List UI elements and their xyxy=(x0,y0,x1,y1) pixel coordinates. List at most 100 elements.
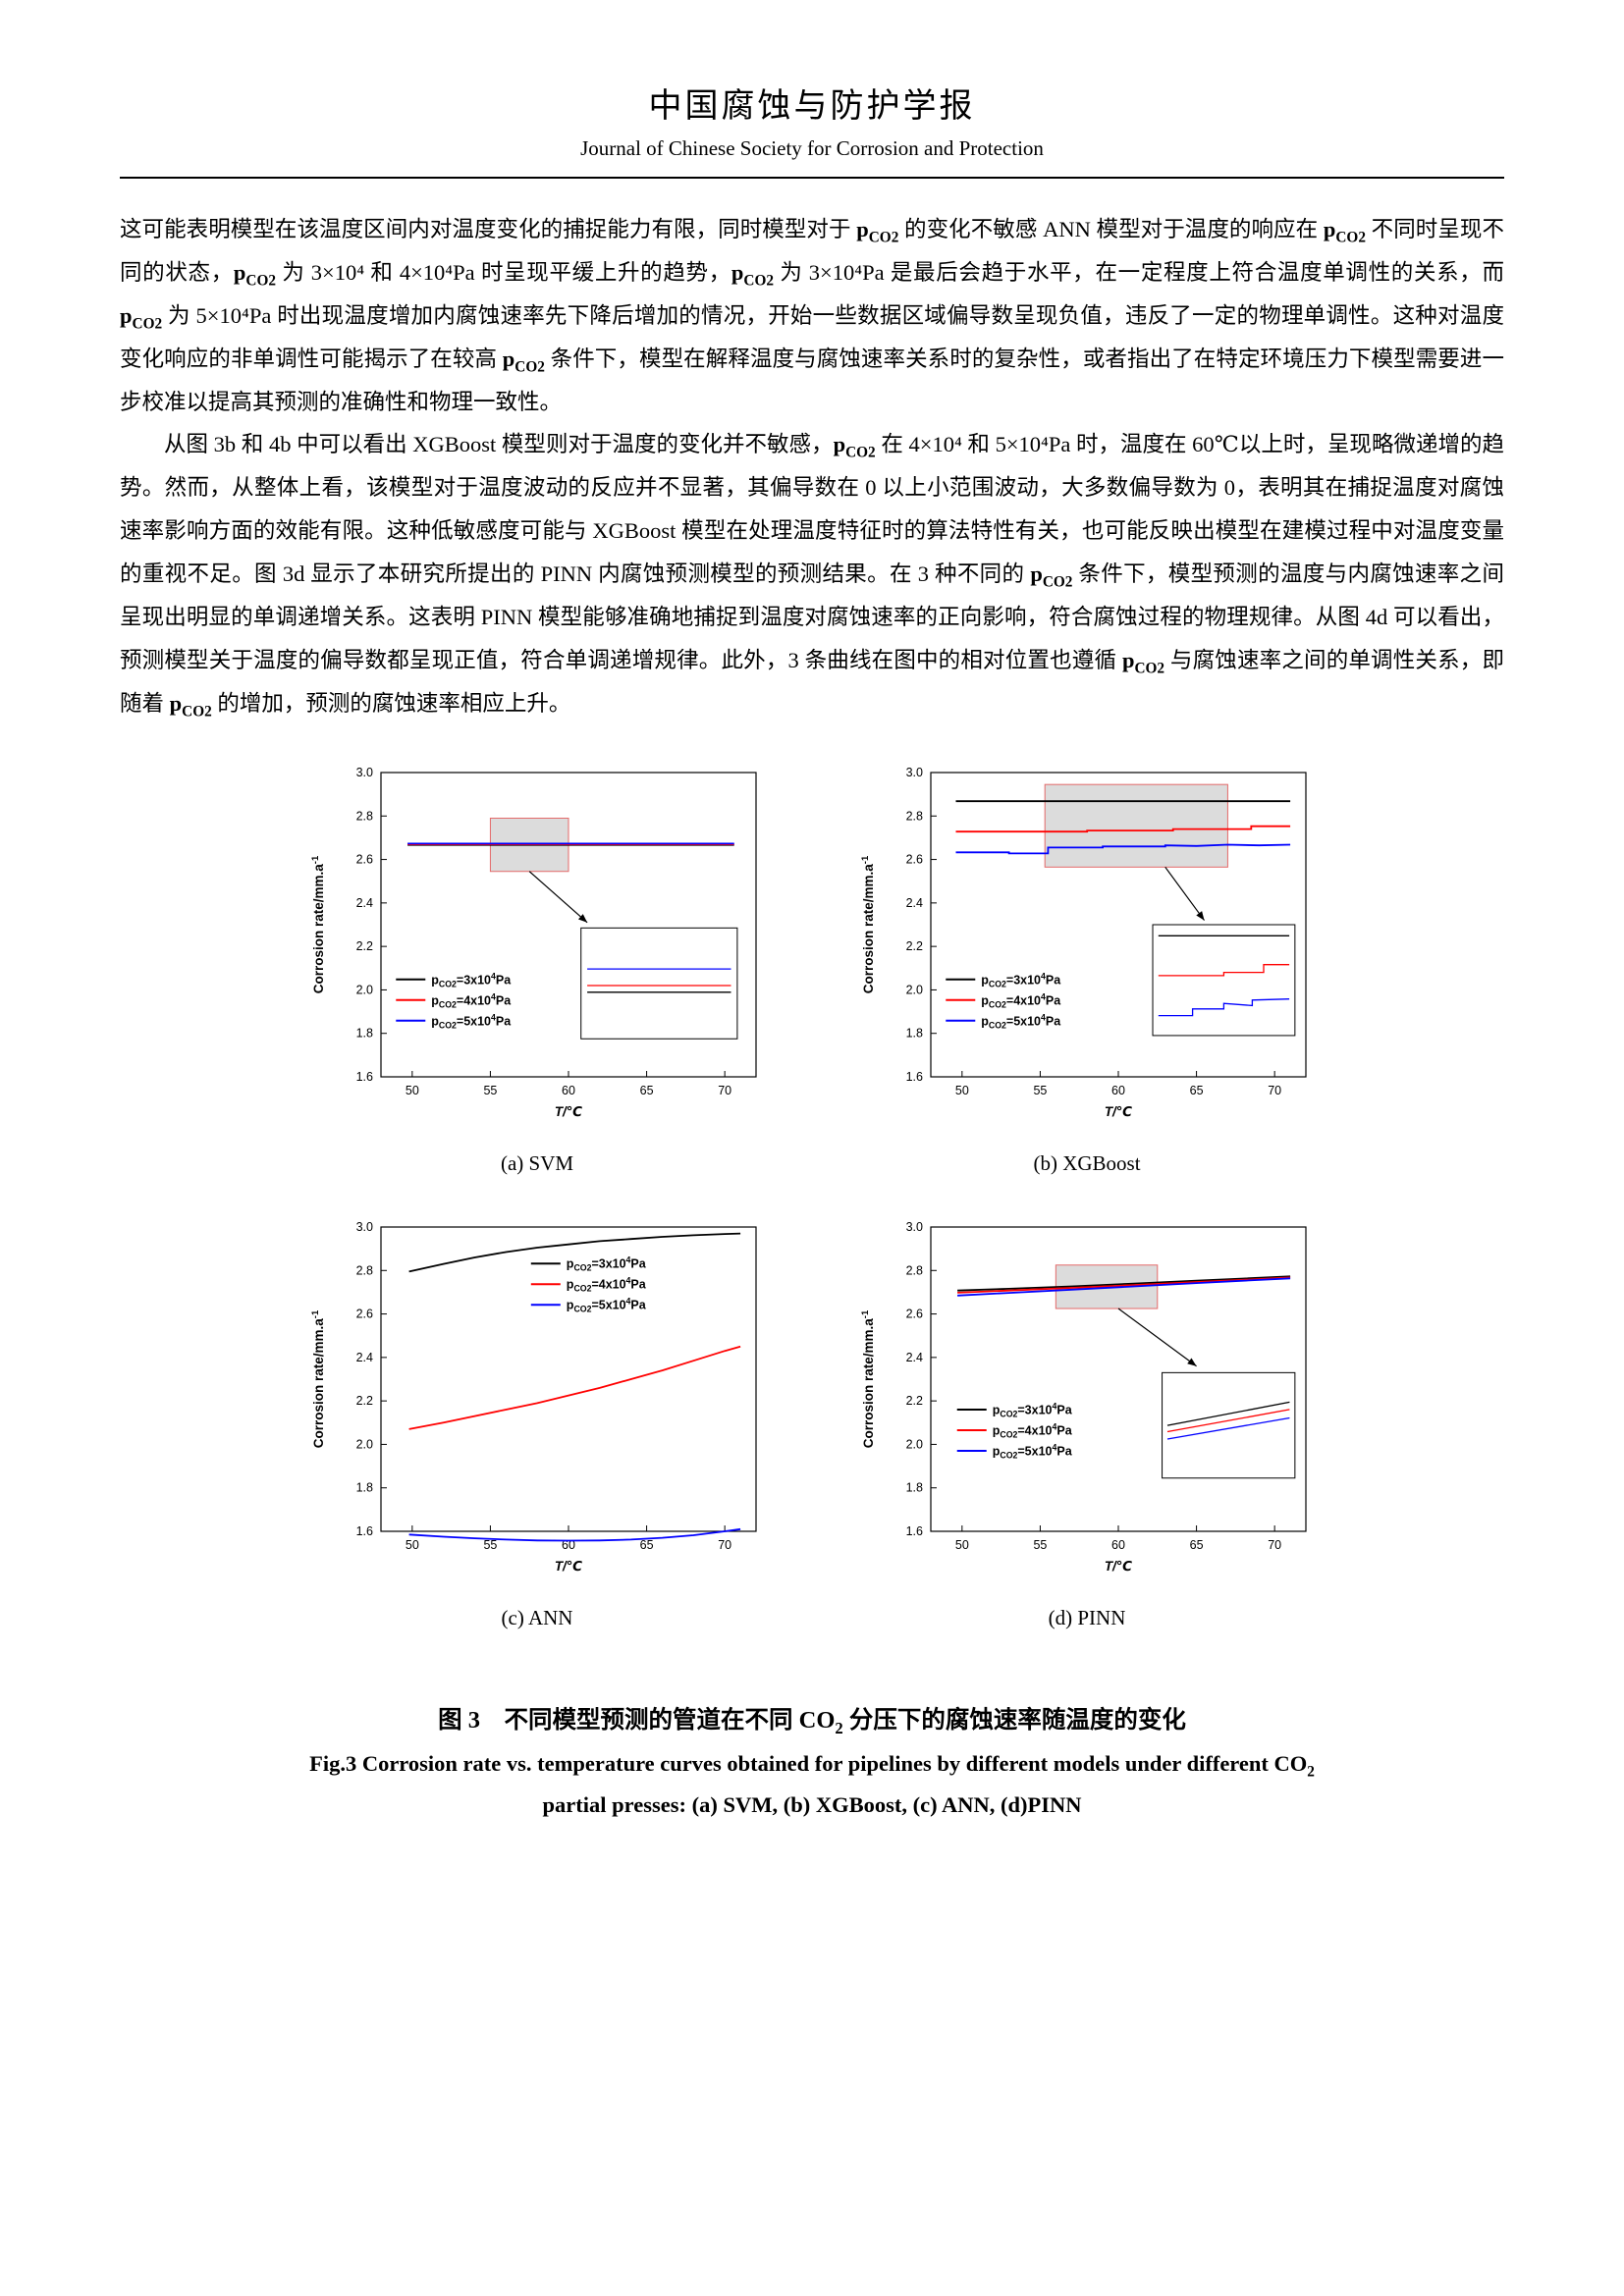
svg-text:60: 60 xyxy=(1111,1084,1125,1097)
svg-text:T/℃: T/℃ xyxy=(555,1559,583,1574)
svg-text:3.0: 3.0 xyxy=(906,766,923,779)
svg-text:55: 55 xyxy=(1033,1538,1047,1552)
svg-text:3.0: 3.0 xyxy=(356,1220,373,1234)
header-rule xyxy=(120,177,1504,179)
svg-text:pCO2=5x104Pa: pCO2=5x104Pa xyxy=(431,1012,512,1030)
figure-caption-zh: 图 3 不同模型预测的管道在不同 CO2 分压下的腐蚀速率随温度的变化 xyxy=(438,1706,1186,1737)
svg-text:1.6: 1.6 xyxy=(356,1524,373,1538)
svg-text:2.4: 2.4 xyxy=(906,895,923,909)
svg-text:pCO2=5x104Pa: pCO2=5x104Pa xyxy=(567,1296,647,1313)
chart-ann-caption: (c) ANN xyxy=(501,1605,573,1629)
svg-text:2.2: 2.2 xyxy=(356,1394,373,1408)
svg-text:1.8: 1.8 xyxy=(906,1026,923,1040)
svg-text:3.0: 3.0 xyxy=(356,766,373,779)
svg-text:pCO2=4x104Pa: pCO2=4x104Pa xyxy=(993,1421,1073,1439)
svg-text:70: 70 xyxy=(1268,1538,1281,1552)
paragraph-1: 这可能表明模型在该温度区间内对温度变化的捕捉能力有限，同时模型对于 pCO2 的… xyxy=(120,217,1504,414)
svg-text:2.6: 2.6 xyxy=(356,852,373,866)
svg-text:pCO2=3x104Pa: pCO2=3x104Pa xyxy=(567,1255,647,1272)
svg-text:55: 55 xyxy=(1033,1084,1047,1097)
chart-ann: 50 55 60 65 70 1.6 1.8 2.0 2.2 2.4 2.6 2.8 3.0 T/℃ Cor… xyxy=(306,1217,768,1580)
svg-text:1.8: 1.8 xyxy=(356,1026,373,1040)
svg-text:55: 55 xyxy=(483,1538,497,1552)
chart-pinn-caption: (d) PINN xyxy=(1048,1605,1126,1629)
chart-cell-ann: 50 55 60 65 70 1.6 1.8 2.0 2.2 2.4 2.6 2.8 3.0 T/℃ Cor… xyxy=(297,1217,778,1630)
svg-text:70: 70 xyxy=(1268,1084,1281,1097)
chart-pinn: 50 55 60 65 70 1.6 1.8 2.0 2.2 2.4 2.6 2.8 3.0 T/℃ Cor… xyxy=(856,1217,1318,1580)
svg-text:2.8: 2.8 xyxy=(906,1263,923,1277)
svg-text:2.2: 2.2 xyxy=(906,1394,923,1408)
svg-text:55: 55 xyxy=(483,1084,497,1097)
chart-xgboost: 50 55 60 65 70 1.6 1.8 2.0 2.2 2.4 2.6 2.8 3.0 T/℃ Cor… xyxy=(856,763,1318,1126)
svg-text:2.8: 2.8 xyxy=(906,809,923,823)
svg-text:T/℃: T/℃ xyxy=(1105,1559,1133,1574)
svg-text:2.4: 2.4 xyxy=(356,1350,373,1363)
svg-text:1.8: 1.8 xyxy=(906,1480,923,1494)
svg-text:2.8: 2.8 xyxy=(356,1263,373,1277)
chart-svm: 50 55 60 65 70 1.6 1.8 2.0 2.2 2.4 2.6 2.8 3.0 T/℃ Cor… xyxy=(306,763,768,1126)
svg-text:pCO2=3x104Pa: pCO2=3x104Pa xyxy=(981,971,1061,988)
svg-text:Corrosion rate/mm.a-1: Corrosion rate/mm.a-1 xyxy=(860,1309,876,1447)
svg-text:65: 65 xyxy=(640,1084,654,1097)
figure-3: 50 55 60 65 70 1.6 1.8 2.0 2.2 2.4 2.6 2.8 3.0 T/℃ Cor… xyxy=(120,763,1504,1818)
svg-text:pCO2=4x104Pa: pCO2=4x104Pa xyxy=(981,991,1061,1009)
svg-text:2.0: 2.0 xyxy=(906,1437,923,1451)
svg-text:2.0: 2.0 xyxy=(356,983,373,996)
svm-plot: 50 55 60 65 70 1.6 1.8 2.0 2.2 2.4 2.6 2.8 3.0 T/℃ Cor… xyxy=(310,766,757,1119)
journal-title-en: Journal of Chinese Society for Corrosion… xyxy=(580,136,1044,160)
svg-text:2.2: 2.2 xyxy=(356,939,373,953)
chart-cell-pinn: 50 55 60 65 70 1.6 1.8 2.0 2.2 2.4 2.6 2.8 3.0 T/℃ Cor… xyxy=(846,1217,1327,1630)
svg-text:2.8: 2.8 xyxy=(356,809,373,823)
svg-text:1.6: 1.6 xyxy=(356,1070,373,1084)
svg-text:50: 50 xyxy=(955,1084,969,1097)
chart-svm-caption: (a) SVM xyxy=(500,1150,574,1175)
chart-cell-svm: 50 55 60 65 70 1.6 1.8 2.0 2.2 2.4 2.6 2.8 3.0 T/℃ Cor… xyxy=(297,763,778,1176)
svg-text:Corrosion rate/mm.a-1: Corrosion rate/mm.a-1 xyxy=(310,1309,326,1447)
svg-text:Corrosion rate/mm.a-1: Corrosion rate/mm.a-1 xyxy=(310,855,326,992)
article-body: 这可能表明模型在该温度区间内对温度变化的捕捉能力有限，同时模型对于 pCO2 的… xyxy=(120,208,1504,1818)
chart-cell-xgboost: 50 55 60 65 70 1.6 1.8 2.0 2.2 2.4 2.6 2.8 3.0 T/℃ Cor… xyxy=(846,763,1327,1176)
figure-caption-en-line1: Fig.3 Corrosion rate vs. temperature cur… xyxy=(309,1750,1315,1780)
chart-xgboost-caption: (b) XGBoost xyxy=(1033,1150,1141,1175)
svg-text:50: 50 xyxy=(406,1538,419,1552)
svg-text:2.6: 2.6 xyxy=(356,1307,373,1320)
figure-caption-en-line2: partial presses: (a) SVM, (b) XGBoost, (… xyxy=(542,1791,1082,1817)
ann-plot: 50 55 60 65 70 1.6 1.8 2.0 2.2 2.4 2.6 2.8 3.0 T/℃ Cor… xyxy=(310,1220,757,1574)
svg-text:60: 60 xyxy=(1111,1538,1125,1552)
svg-text:65: 65 xyxy=(640,1538,654,1552)
figure-caption: 图 3 不同模型预测的管道在不同 CO2 分压下的腐蚀速率随温度的变化 Fig.… xyxy=(120,1701,1504,1818)
svg-text:3.0: 3.0 xyxy=(906,1220,923,1234)
svg-text:pCO2=3x104Pa: pCO2=3x104Pa xyxy=(431,971,512,988)
paragraph-2: 从图 3b 和 4b 中可以看出 XGBoost 模型则对于温度的变化并不敏感，… xyxy=(120,432,1504,721)
svg-text:2.6: 2.6 xyxy=(906,1307,923,1320)
svg-text:60: 60 xyxy=(562,1538,575,1552)
svg-text:1.6: 1.6 xyxy=(906,1070,923,1084)
svg-text:60: 60 xyxy=(562,1084,575,1097)
journal-header: 中国腐蚀与防护学报 Journal of Chinese Society for… xyxy=(120,79,1504,161)
svg-text:50: 50 xyxy=(955,1538,969,1552)
svg-text:65: 65 xyxy=(1190,1538,1204,1552)
svg-text:T/℃: T/℃ xyxy=(1105,1104,1133,1119)
svg-text:2.6: 2.6 xyxy=(906,852,923,866)
svg-text:T/℃: T/℃ xyxy=(555,1104,583,1119)
svg-text:2.2: 2.2 xyxy=(906,939,923,953)
svg-text:2.0: 2.0 xyxy=(906,983,923,996)
svg-text:65: 65 xyxy=(1190,1084,1204,1097)
svg-text:2.0: 2.0 xyxy=(356,1437,373,1451)
pinn-plot: 50 55 60 65 70 1.6 1.8 2.0 2.2 2.4 2.6 2.8 3.0 T/℃ Cor… xyxy=(860,1220,1307,1574)
svg-text:pCO2=5x104Pa: pCO2=5x104Pa xyxy=(981,1012,1061,1030)
xgboost-plot: 50 55 60 65 70 1.6 1.8 2.0 2.2 2.4 2.6 2.8 3.0 T/℃ Cor… xyxy=(860,766,1307,1119)
charts-grid: 50 55 60 65 70 1.6 1.8 2.0 2.2 2.4 2.6 2.8 3.0 T/℃ Cor… xyxy=(120,763,1504,1630)
svg-text:Corrosion rate/mm.a-1: Corrosion rate/mm.a-1 xyxy=(860,855,876,992)
svg-text:pCO2=4x104Pa: pCO2=4x104Pa xyxy=(567,1275,647,1293)
svg-text:pCO2=4x104Pa: pCO2=4x104Pa xyxy=(431,991,512,1009)
svg-text:1.6: 1.6 xyxy=(906,1524,923,1538)
journal-title-zh: 中国腐蚀与防护学报 xyxy=(648,88,976,125)
svg-text:1.8: 1.8 xyxy=(356,1480,373,1494)
svg-text:pCO2=3x104Pa: pCO2=3x104Pa xyxy=(993,1401,1073,1418)
svg-text:70: 70 xyxy=(718,1084,731,1097)
svg-text:2.4: 2.4 xyxy=(906,1350,923,1363)
svg-text:70: 70 xyxy=(718,1538,731,1552)
svg-text:50: 50 xyxy=(406,1084,419,1097)
